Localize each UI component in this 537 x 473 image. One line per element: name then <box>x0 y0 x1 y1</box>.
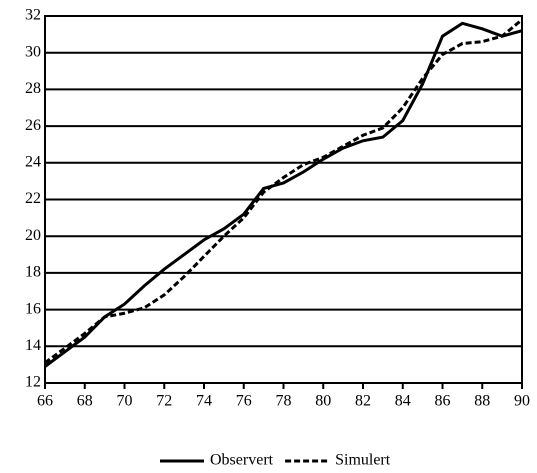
x-tick-label: 86 <box>435 393 451 410</box>
x-tick-label: 76 <box>236 393 252 410</box>
x-tick-label: 72 <box>156 393 172 410</box>
legend-label: Simulert <box>335 452 391 469</box>
y-tick-label: 18 <box>25 264 41 281</box>
x-tick-label: 90 <box>514 393 530 410</box>
series-line <box>44 18 523 365</box>
y-tick-label: 16 <box>25 300 41 317</box>
x-tick-label: 82 <box>355 393 371 410</box>
x-tick-label: 78 <box>276 393 292 410</box>
y-tick-label: 32 <box>25 7 41 24</box>
plot-frame <box>44 15 523 384</box>
x-tick-label: 88 <box>474 393 490 410</box>
y-tick-label: 22 <box>25 190 41 207</box>
x-tick-label: 74 <box>196 393 212 410</box>
y-tick-label: 26 <box>25 117 41 134</box>
series-line <box>44 21 523 368</box>
x-tick-label: 70 <box>117 393 133 410</box>
y-tick-label: 30 <box>25 43 41 60</box>
y-tick-label: 14 <box>25 337 41 354</box>
legend-label: Observert <box>210 452 274 469</box>
x-tick-label: 68 <box>77 393 93 410</box>
x-tick-label: 80 <box>315 393 331 410</box>
x-tick-label: 84 <box>395 393 411 410</box>
y-tick-label: 28 <box>25 80 41 97</box>
y-tick-label: 12 <box>25 374 41 391</box>
x-tick-label: 66 <box>37 393 53 410</box>
y-tick-label: 20 <box>25 227 41 244</box>
y-tick-label: 24 <box>25 153 41 170</box>
